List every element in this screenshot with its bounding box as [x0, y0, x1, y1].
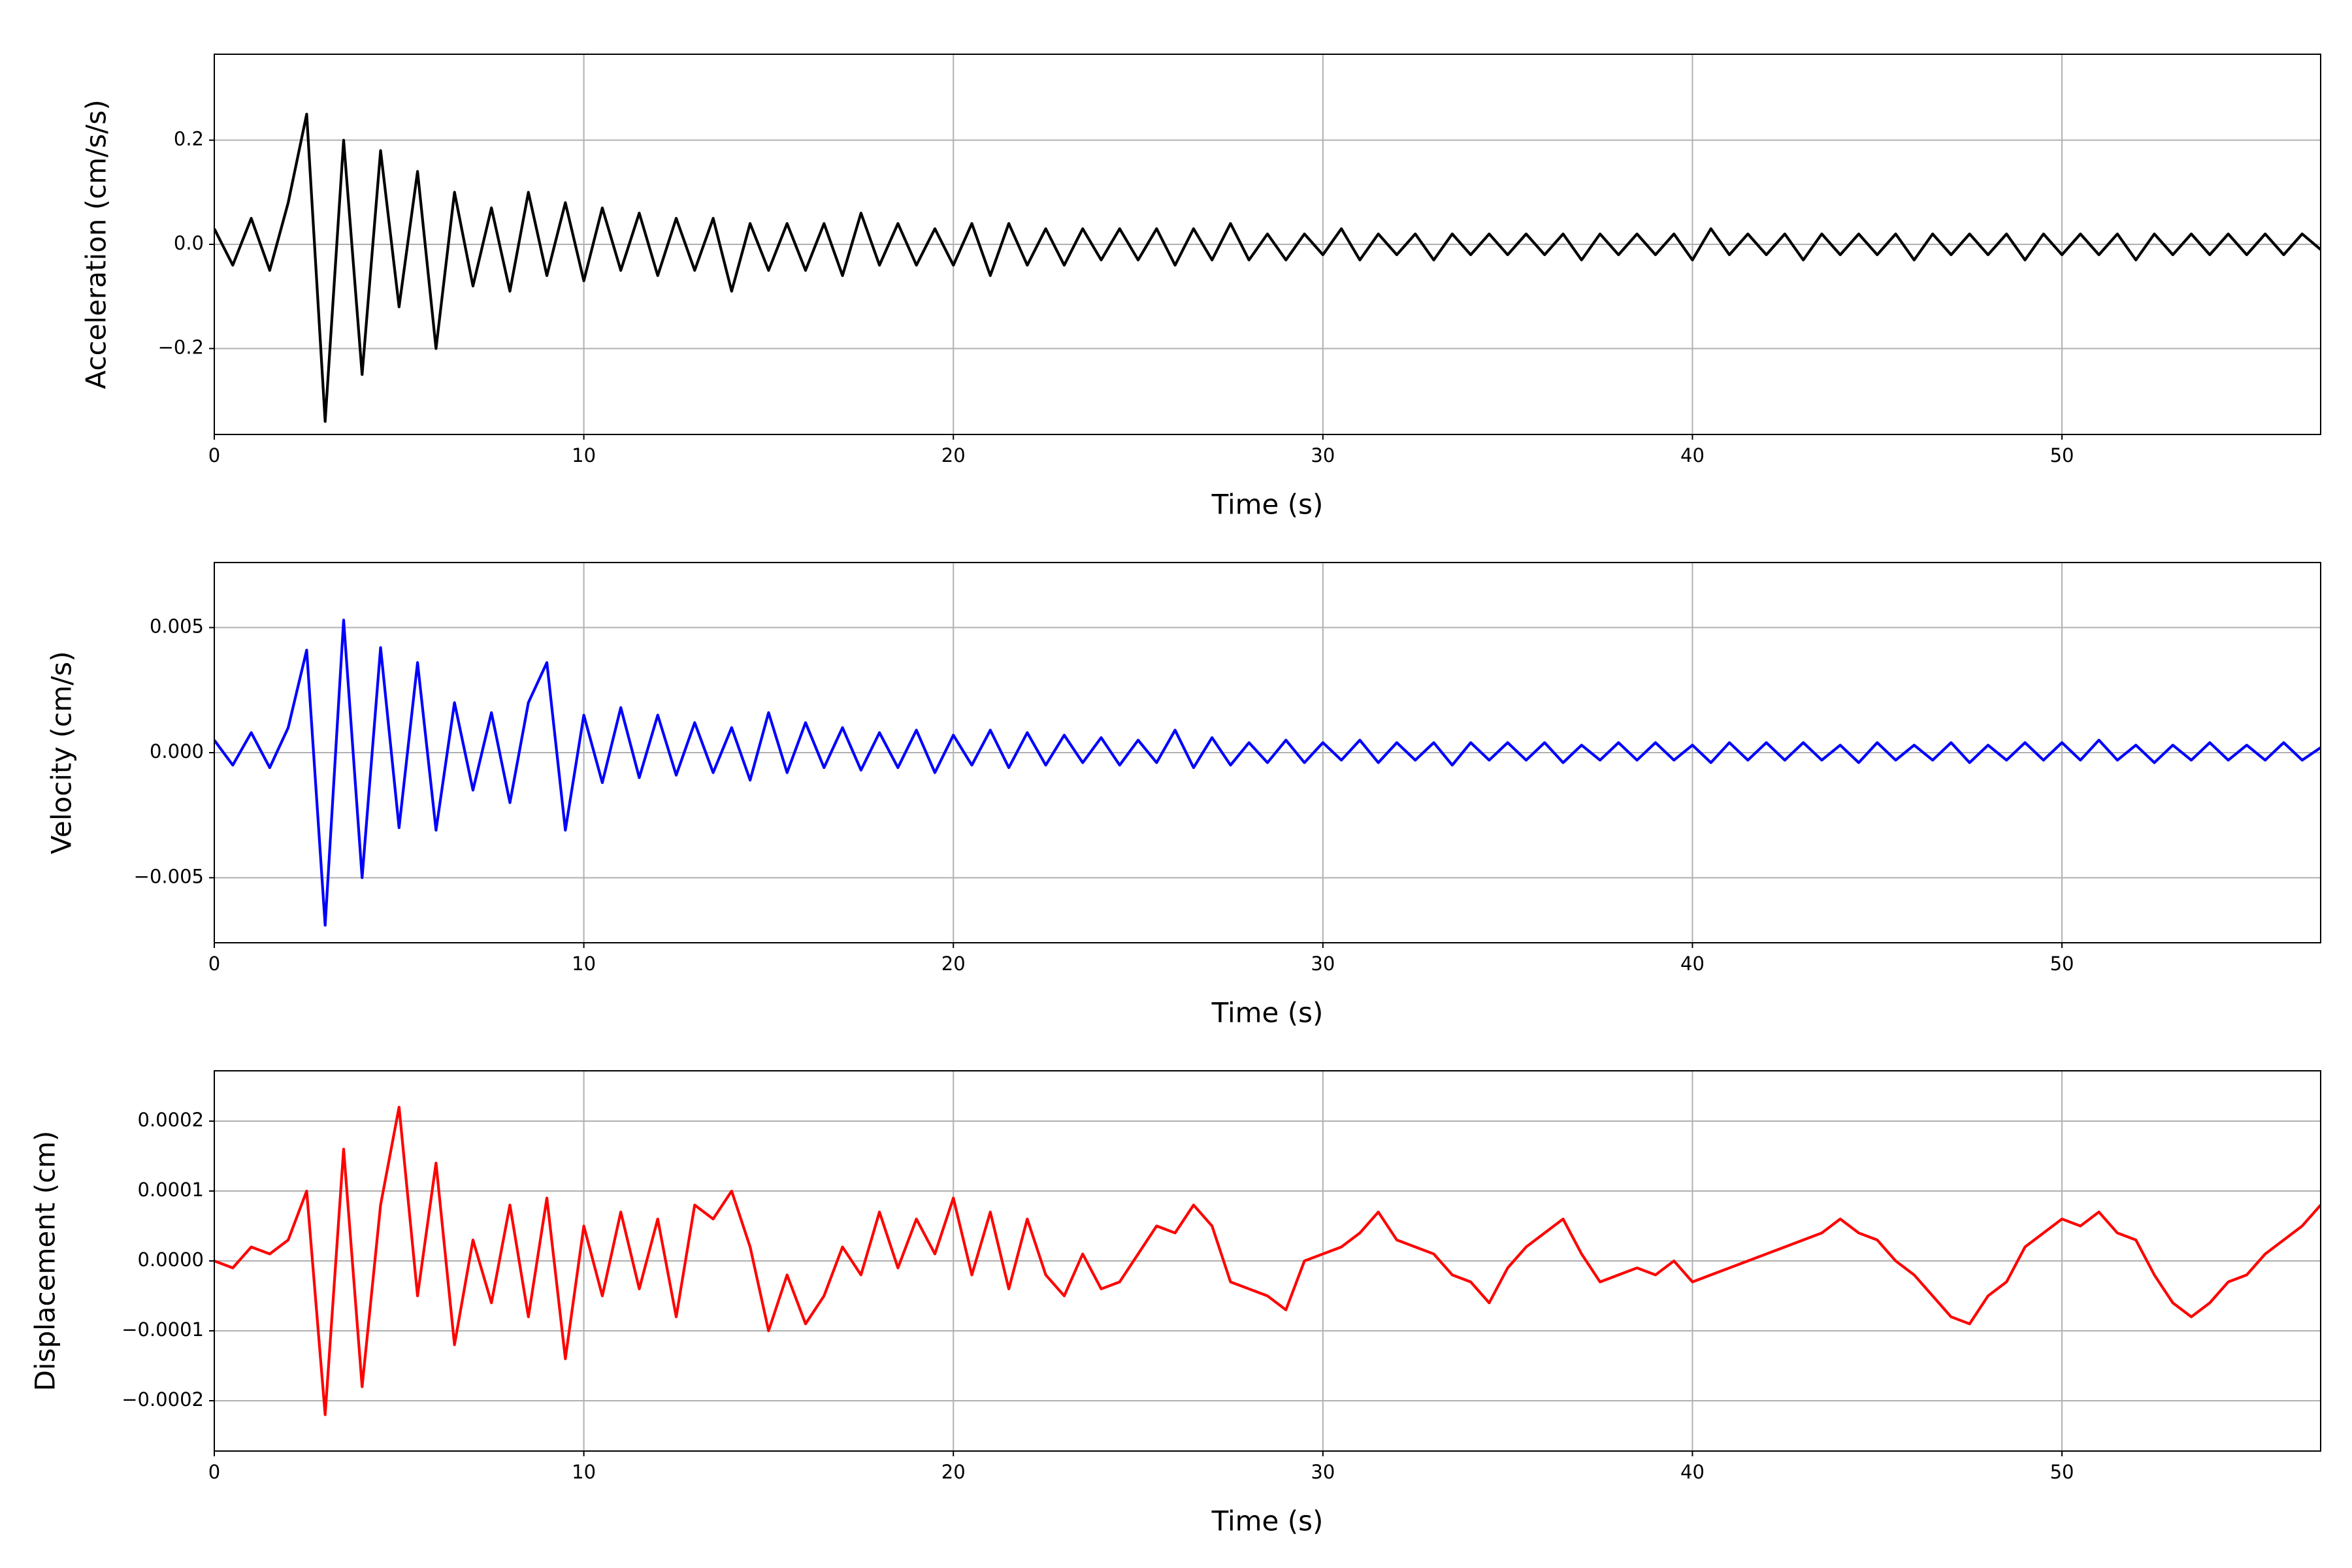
- y-tick-label: 0.005: [150, 615, 204, 638]
- y-tick-label: 0.2: [174, 128, 204, 150]
- y-tick-label: −0.005: [134, 865, 204, 887]
- x-tick-label: 30: [1311, 1461, 1335, 1483]
- y-tick-label: 0.0001: [138, 1179, 204, 1201]
- x-tick-label: 40: [1680, 1461, 1705, 1483]
- x-tick-label: 0: [208, 1461, 220, 1483]
- x-axis-label: Time (s): [1211, 1505, 1324, 1537]
- data-line: [214, 618, 2321, 927]
- data-line: [214, 1105, 2321, 1416]
- axes-frame: [214, 562, 2321, 943]
- y-tick-label: −0.2: [158, 336, 204, 358]
- y-tick-label: 0.0: [174, 232, 204, 254]
- x-tick-label: 10: [572, 1461, 596, 1483]
- x-tick-label: 10: [572, 444, 596, 466]
- x-tick-label: 20: [941, 953, 966, 975]
- x-tick-label: 40: [1680, 444, 1705, 466]
- axes-frame: [214, 1070, 2321, 1452]
- y-tick-label: 0.000: [150, 740, 204, 762]
- axes-frame: [214, 54, 2321, 435]
- x-tick-label: 30: [1311, 953, 1335, 975]
- data-line: [214, 112, 2321, 423]
- x-tick-label: 30: [1311, 444, 1335, 466]
- x-axis-label: Time (s): [1211, 489, 1324, 521]
- y-tick-label: −0.0001: [122, 1318, 204, 1341]
- x-tick-label: 20: [941, 1461, 966, 1483]
- y-tick-label: −0.0002: [122, 1388, 204, 1411]
- y-axis-label: Velocity (cm/s): [46, 651, 78, 855]
- x-tick-label: 0: [208, 953, 220, 975]
- x-tick-label: 50: [2050, 953, 2074, 975]
- y-tick-label: 0.0002: [138, 1109, 204, 1131]
- x-tick-label: 20: [941, 444, 966, 466]
- y-axis-label: Acceleration (cm/s/s): [80, 99, 112, 389]
- x-tick-label: 50: [2050, 1461, 2074, 1483]
- x-tick-label: 10: [572, 953, 596, 975]
- y-axis-label: Displacement (cm): [29, 1131, 61, 1392]
- x-tick-label: 50: [2050, 444, 2074, 466]
- x-axis-label: Time (s): [1211, 997, 1324, 1029]
- x-tick-label: 0: [208, 444, 220, 466]
- y-tick-label: 0.0000: [138, 1249, 204, 1271]
- x-tick-label: 40: [1680, 953, 1705, 975]
